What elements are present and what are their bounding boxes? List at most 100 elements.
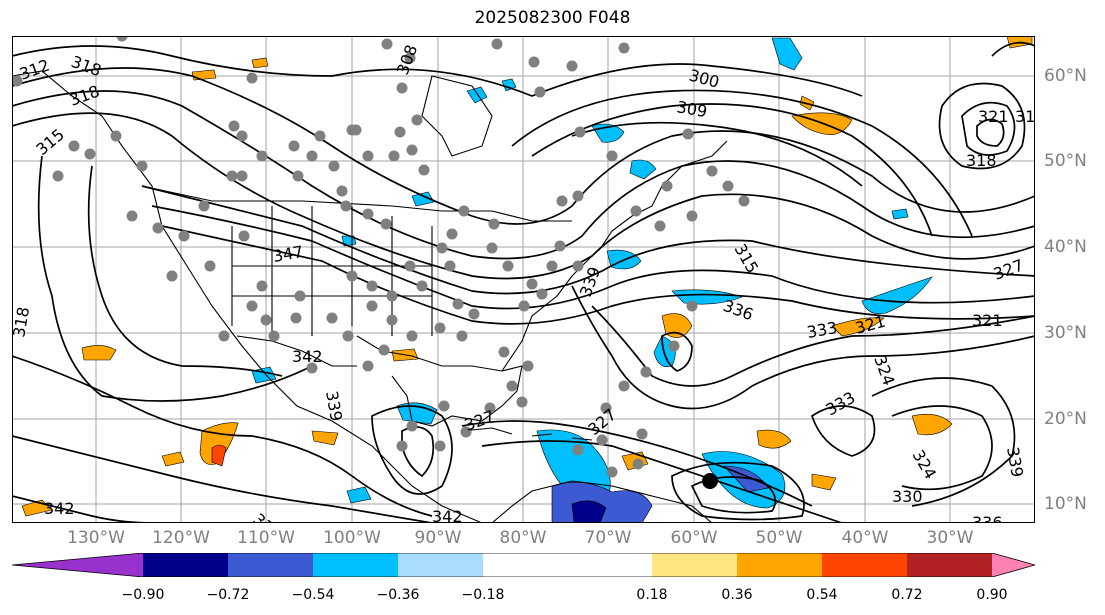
station-dot bbox=[668, 340, 680, 352]
station-dot bbox=[226, 170, 238, 182]
station-dot bbox=[294, 290, 306, 302]
station-dot bbox=[640, 366, 652, 378]
station-dot bbox=[488, 218, 500, 230]
station-dot bbox=[380, 218, 392, 230]
colorbar-swatch bbox=[228, 553, 313, 577]
station-dot bbox=[491, 38, 503, 50]
station-dot bbox=[572, 190, 584, 202]
contour bbox=[571, 121, 863, 187]
contour bbox=[12, 45, 863, 97]
station-dot bbox=[362, 150, 374, 162]
station-dot bbox=[600, 402, 612, 414]
station-dot bbox=[686, 210, 698, 222]
colorbar-tick: −0.90 bbox=[121, 587, 165, 603]
station-dot bbox=[288, 140, 300, 152]
station-dot bbox=[126, 210, 138, 222]
contour bbox=[37, 155, 313, 402]
station-dot bbox=[528, 56, 540, 68]
station-dot bbox=[342, 330, 354, 342]
lon-label-40w: 40°W bbox=[841, 528, 889, 548]
station-dot bbox=[314, 130, 326, 142]
station-dot bbox=[406, 420, 418, 432]
contour bbox=[991, 41, 1035, 57]
map-frame bbox=[12, 36, 1035, 523]
navy-patch bbox=[571, 500, 607, 523]
station-dot bbox=[411, 114, 423, 126]
station-dot bbox=[506, 380, 518, 392]
colorbar-tick: 0.90 bbox=[976, 587, 1008, 603]
graticule bbox=[12, 36, 1035, 523]
station-dot bbox=[554, 240, 566, 252]
orange-patch bbox=[161, 451, 185, 467]
colorbar-swatch bbox=[907, 553, 992, 577]
contour bbox=[661, 331, 693, 372]
station-dot bbox=[416, 280, 428, 292]
contour bbox=[511, 89, 973, 237]
cyan-patch bbox=[346, 486, 372, 504]
station-dot bbox=[336, 185, 348, 197]
colorbar-swatch bbox=[483, 553, 652, 577]
contour bbox=[690, 476, 777, 514]
station-dot bbox=[516, 396, 528, 408]
station-dot bbox=[468, 308, 480, 320]
station-dot bbox=[68, 140, 80, 152]
gulf-of-mexico-coast bbox=[356, 335, 523, 427]
station-dot bbox=[686, 300, 698, 312]
station-dot bbox=[12, 75, 23, 87]
cyan-patch bbox=[411, 191, 435, 207]
lat-label-10n: 10°N bbox=[1044, 494, 1087, 514]
storm-center-marker bbox=[702, 473, 718, 489]
station-dot bbox=[452, 298, 464, 310]
station-dot bbox=[378, 344, 390, 356]
station-dot bbox=[246, 72, 258, 84]
us-mexico-border bbox=[236, 335, 357, 367]
colorbar-swatch bbox=[12, 553, 143, 577]
station-dot bbox=[738, 195, 750, 207]
station-dot bbox=[350, 124, 362, 136]
orange-patch bbox=[191, 69, 217, 81]
colorbar-swatch bbox=[992, 553, 1035, 577]
lat-label-60n: 60°N bbox=[1044, 66, 1087, 86]
station-dot bbox=[388, 150, 400, 162]
station-dot bbox=[326, 312, 338, 324]
lon-label-60w: 60°W bbox=[670, 528, 718, 548]
colorbar-tick: 0.72 bbox=[891, 587, 923, 603]
contour-label: 342 bbox=[432, 507, 463, 523]
station-dot bbox=[434, 322, 446, 334]
station-dot bbox=[722, 180, 734, 192]
station-dot bbox=[406, 144, 418, 156]
station-dot bbox=[534, 86, 546, 98]
colorbar-tick: −0.72 bbox=[206, 587, 250, 603]
station-dot bbox=[682, 128, 694, 140]
colorbar-swatch bbox=[822, 553, 907, 577]
station-dot bbox=[306, 150, 318, 162]
cyan-patch bbox=[891, 208, 909, 220]
lon-label-130w: 130°W bbox=[67, 528, 125, 548]
station-dot bbox=[444, 260, 456, 272]
contour-label: 318 bbox=[966, 151, 997, 170]
station-dot bbox=[52, 170, 64, 182]
lon-label-100w: 100°W bbox=[323, 528, 381, 548]
station-dot bbox=[290, 312, 302, 324]
station-dot bbox=[556, 195, 568, 207]
contour bbox=[12, 90, 1035, 260]
contour bbox=[12, 67, 1035, 225]
hudson-bay bbox=[421, 75, 493, 157]
station-dot bbox=[362, 208, 374, 220]
orange-patch bbox=[81, 345, 117, 361]
station-dot bbox=[522, 360, 534, 372]
station-dots bbox=[12, 36, 750, 478]
station-dot bbox=[166, 270, 178, 282]
orange-patch bbox=[811, 473, 837, 491]
contour bbox=[161, 225, 1035, 325]
station-dot bbox=[526, 278, 538, 290]
station-dot bbox=[484, 402, 496, 414]
station-dot bbox=[438, 400, 450, 412]
station-dot bbox=[618, 380, 630, 392]
contour-label: 330 bbox=[892, 487, 923, 506]
contour bbox=[371, 405, 453, 495]
colorbar-swatch bbox=[398, 553, 483, 577]
contour bbox=[591, 305, 1035, 387]
station-dot bbox=[460, 426, 472, 438]
station-dot bbox=[486, 242, 498, 254]
